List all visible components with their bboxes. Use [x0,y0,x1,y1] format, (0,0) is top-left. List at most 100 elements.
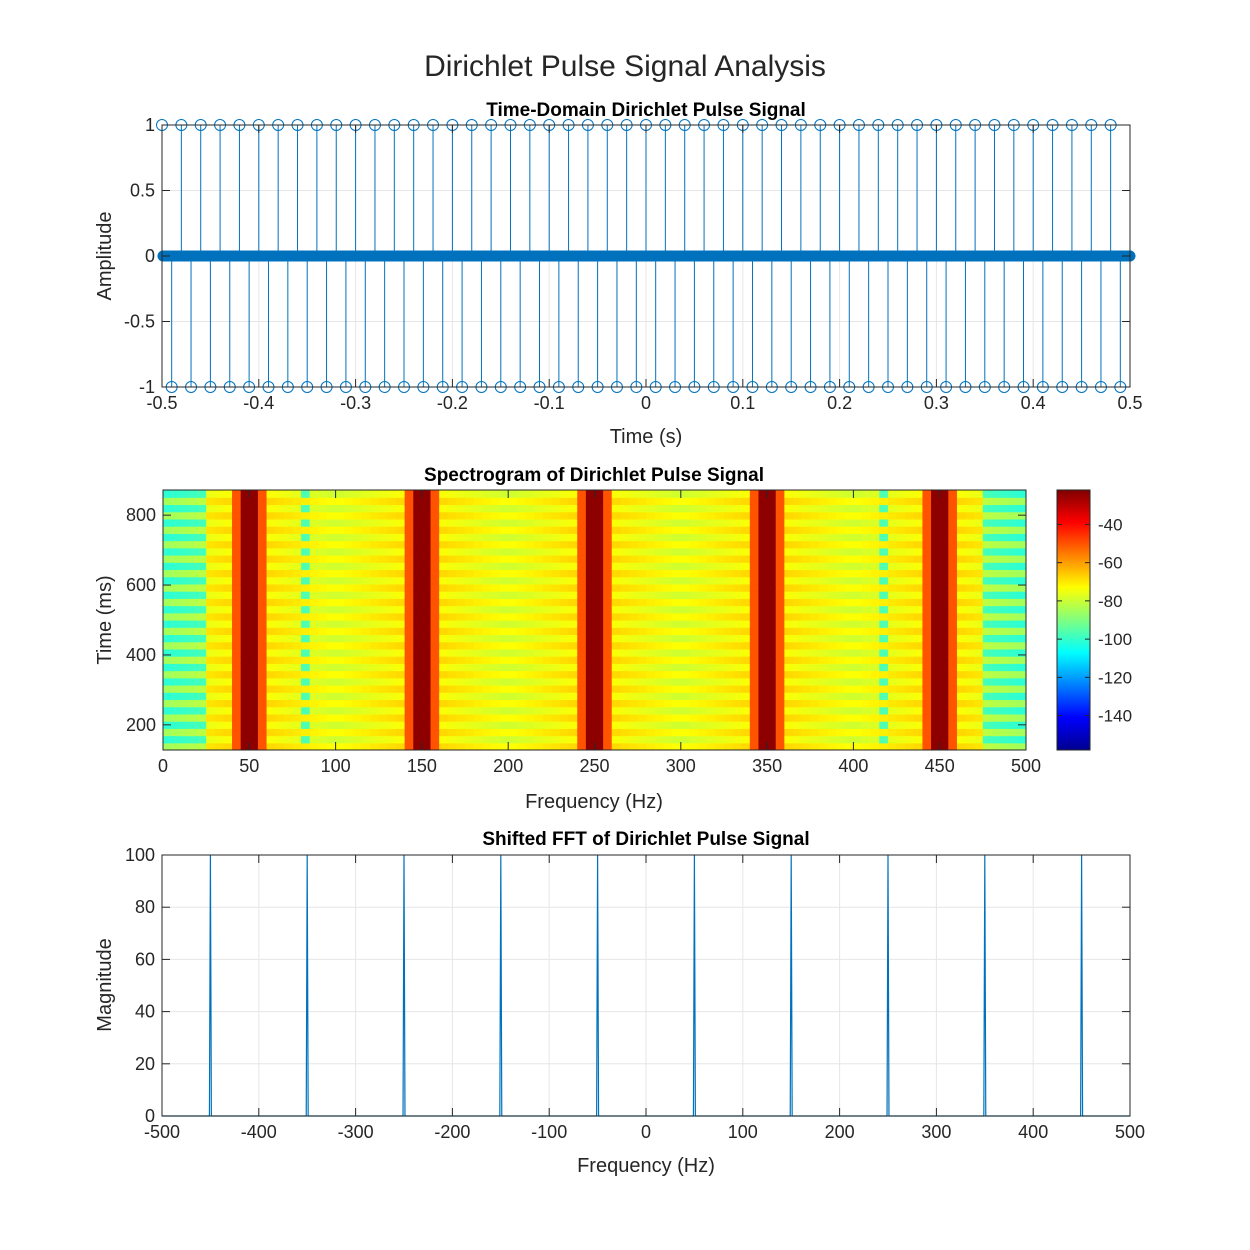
spectrogram-cell [180,656,190,664]
spectrogram-cell [197,555,207,563]
spectrogram-cell [948,634,958,643]
spectrogram-cell [378,511,388,520]
spectrogram-cell [465,569,475,578]
spectrogram-cell [810,742,820,750]
spectrogram-cell [534,583,544,592]
spectrogram-cell [499,627,509,636]
spectrogram-cell [534,612,544,621]
spectrogram-column [887,490,898,750]
spectrogram-cell [689,605,699,614]
spectrogram-cell [499,583,509,592]
spectrogram-cell [767,612,777,621]
spectrogram-cell [974,511,984,520]
spectrogram-cell [309,605,319,614]
spectrogram-cell [465,540,475,549]
spectrogram-cell [292,663,302,672]
spectrogram-cell [326,555,337,563]
spectrogram-cell [585,526,596,534]
spectrogram-cell [223,533,233,542]
spectrogram-column [326,490,337,750]
spectrogram-cell [896,677,906,686]
spectrogram-cell [551,728,561,737]
spectrogram-cell [180,540,190,549]
spectrogram-cell [827,706,837,715]
spectrogram-cell [827,504,837,513]
spectrogram-cell [292,670,302,679]
spectrogram-cell [810,490,820,498]
spectrogram-cell [611,490,621,498]
spectrogram-cell [396,742,406,750]
spectrogram-cell [844,634,854,643]
spectrogram-cell [741,706,751,715]
spectrogram-cell [439,569,449,578]
spectrogram-cell [594,511,604,520]
spectrogram-cell [982,591,993,599]
spectrogram-cell [223,706,233,715]
spectrogram-cell [810,562,820,571]
spectrogram-cell [741,648,751,657]
spectrogram-cell [931,598,941,607]
spectrogram-cell [732,728,742,737]
spectrogram-column [421,490,432,750]
spectrogram-cell [594,612,604,621]
spectrogram-cell [387,641,397,650]
spectrogram-cell [965,540,975,549]
spectrogram-cell [758,728,768,737]
spectrogram-cell [439,598,449,607]
spectrogram-cell [396,620,406,628]
spectrogram-cell [749,713,760,722]
spectrogram-cell [1000,735,1010,744]
spectrogram-cell [654,721,665,729]
spectrogram-cell [603,576,613,585]
spectrogram-cell [844,713,854,722]
spectrogram-cell [490,627,501,636]
spectrogram-cell [551,627,561,636]
spectrogram-cell [275,497,285,506]
spectrogram-cell [568,504,578,513]
spectrogram-cell [939,706,949,715]
spectrogram-cell [577,569,587,578]
spectrogram-cell [905,504,915,513]
spectrogram-cell [559,569,570,578]
spectrogram-cell [473,576,483,585]
spectrogram-cell [818,713,829,722]
spectrogram-cell [680,670,691,679]
spectrogram-cell [326,641,337,650]
spectrogram-column [361,490,371,750]
spectrogram-cell [404,685,414,693]
spectrogram-cell [723,699,734,708]
spectrogram-cell [931,692,941,701]
spectrogram-cell [301,634,311,643]
spectrogram-cell [758,634,768,643]
spectrogram-cell [490,555,501,563]
spectrogram-cell [490,620,501,628]
spectrogram-cell [818,627,829,636]
spectrogram-cell [370,656,380,664]
spectrogram-cell [1017,648,1026,657]
spectrogram-cell [223,699,233,708]
spectrogram-cell [214,692,225,701]
spectrogram-cell [206,591,216,599]
spectrogram-cell [214,699,225,708]
spectrogram-cell [836,641,846,650]
spectrogram-cell [922,620,932,628]
spectrogram-cell [663,605,673,614]
spectrogram-cell [749,605,760,614]
spectrogram-cell [206,699,216,708]
spectrogram-cell [775,742,785,750]
spectrogram-cell [430,562,440,571]
spectrogram-cell [801,598,811,607]
spectrogram-cell [956,490,967,498]
spectrogram-cell [163,497,173,506]
spectrogram-cell [188,742,199,750]
spectrogram-cell [188,605,199,614]
spectrogram-cell [887,591,898,599]
spectrogram-cell [775,547,785,556]
spectrogram-cell [680,540,691,549]
spectrogram-cell [404,656,414,664]
spectrogram-column [439,490,449,750]
spectrogram-cell [810,518,820,527]
spectrogram-cell [905,627,915,636]
spectrogram-cell [577,526,587,534]
spectrogram-cell [637,620,647,628]
